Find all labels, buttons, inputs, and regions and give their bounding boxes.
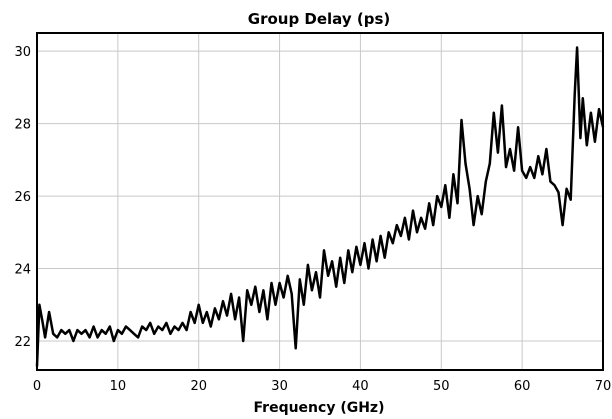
group-delay-line (35, 46, 605, 367)
data-series (35, 46, 605, 367)
y-tick-label: 26 (14, 190, 31, 205)
x-tick-label: 30 (271, 379, 288, 394)
x-tick-label: 20 (190, 379, 207, 394)
x-tick-label: 50 (433, 379, 450, 394)
y-tick-label: 24 (14, 263, 31, 278)
chart-title: Group Delay (ps) (248, 10, 390, 28)
x-tick-label: 0 (33, 379, 41, 394)
y-tick-label: 28 (14, 118, 31, 133)
y-tick-label: 22 (14, 335, 31, 350)
x-tick-label: 60 (514, 379, 531, 394)
x-axis-label: Frequency (GHz) (254, 400, 385, 416)
plot-frame (36, 32, 604, 371)
x-tick-label: 10 (110, 379, 127, 394)
grid (37, 33, 603, 370)
x-tick-label: 70 (595, 379, 612, 394)
x-tick-label: 40 (352, 379, 369, 394)
y-tick-label: 30 (14, 45, 31, 60)
tick-labels: 0 10 20 30 40 50 60 70 22 24 26 28 30 (14, 45, 611, 394)
